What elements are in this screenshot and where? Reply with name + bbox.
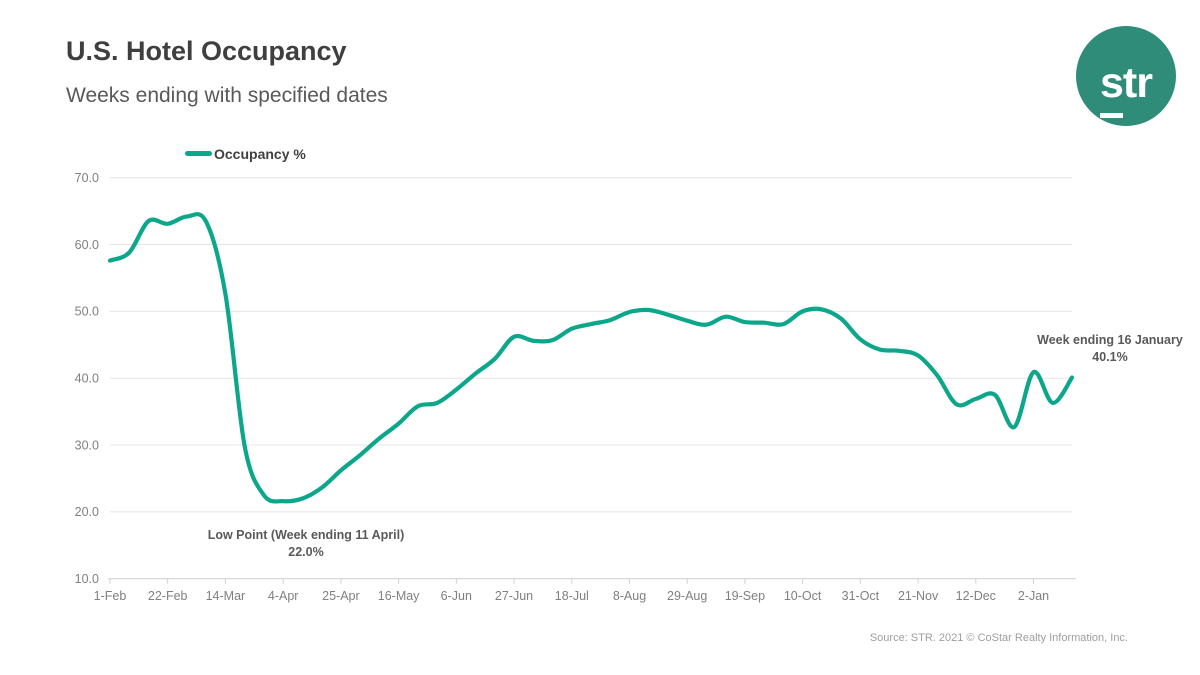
str-logo-text: str <box>1100 58 1153 107</box>
source-attribution: Source: STR. 2021 © CoStar Realty Inform… <box>869 632 1128 644</box>
x-tick-label: 29-Aug <box>667 589 707 603</box>
x-tick-label: 25-Apr <box>322 589 360 603</box>
page-title: U.S. Hotel Occupancy <box>66 36 347 66</box>
x-tick-label: 1-Feb <box>94 589 127 603</box>
chart-legend: Occupancy % <box>185 145 306 162</box>
legend-label: Occupancy % <box>214 145 306 162</box>
x-tick-label: 21-Nov <box>898 589 939 603</box>
page-subtitle: Weeks ending with specified dates <box>66 84 388 107</box>
x-tick-label: 2-Jan <box>1018 589 1049 603</box>
str-logo: str <box>1076 26 1176 126</box>
x-tick-label: 16-May <box>378 589 420 603</box>
y-tick-label: 70.0 <box>75 171 99 185</box>
x-tick-label: 4-Apr <box>268 589 299 603</box>
str-logo-underline <box>1100 113 1123 118</box>
x-tick-label: 8-Aug <box>613 589 646 603</box>
y-tick-label: 60.0 <box>75 238 99 252</box>
annotation-low-point-text: Low Point (Week ending 11 April) <box>207 528 405 542</box>
x-tick-label: 19-Sep <box>725 589 765 603</box>
y-tick-label: 30.0 <box>75 438 99 452</box>
annotation-week-16-jan: Week ending 16 January 40.1% <box>1010 332 1200 366</box>
x-tick-label: 22-Feb <box>148 589 188 603</box>
annotation-low-point-value: 22.0% <box>288 545 324 559</box>
x-tick-label: 6-Jun <box>441 589 472 603</box>
occupancy-line <box>107 212 1075 504</box>
annotation-week-16-jan-text: Week ending 16 January <box>1037 333 1183 347</box>
x-tick-label: 27-Jun <box>495 589 533 603</box>
x-tick-label: 14-Mar <box>206 589 246 603</box>
x-tick-label: 18-Jul <box>555 589 589 603</box>
legend-line-swatch <box>185 151 212 156</box>
x-tick-label: 12-Dec <box>956 589 996 603</box>
annotation-low-point: Low Point (Week ending 11 April) 22.0% <box>156 527 456 561</box>
y-tick-label: 50.0 <box>75 305 99 319</box>
x-tick-label: 31-Oct <box>842 589 880 603</box>
annotation-week-16-jan-value: 40.1% <box>1092 350 1128 364</box>
y-tick-label: 40.0 <box>75 372 99 386</box>
x-tick-label: 10-Oct <box>784 589 822 603</box>
y-tick-label: 20.0 <box>75 505 99 519</box>
y-tick-label: 10.0 <box>75 572 99 586</box>
